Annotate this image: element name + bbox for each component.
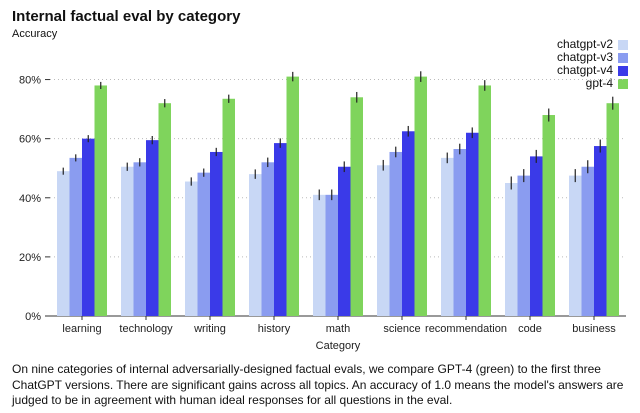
x-tick-label: science (383, 323, 420, 335)
x-tick-label: technology (119, 323, 173, 335)
bar-chatgpt-v3-technology (133, 162, 146, 316)
x-tick-label: history (258, 323, 291, 335)
legend-item-chatgpt-v2: chatgpt-v2 (557, 38, 628, 51)
bar-chatgpt-v3-history (261, 162, 274, 316)
bar-gpt-4-business (606, 103, 619, 316)
x-tick-label: recommendation (425, 323, 507, 335)
y-tick-label: 0% (25, 311, 41, 323)
bar-chatgpt-v4-learning (82, 138, 95, 316)
bar-chatgpt-v4-recommendation (466, 132, 479, 316)
bar-chatgpt-v2-science (377, 165, 390, 316)
bar-chatgpt-v4-technology (146, 140, 159, 316)
bar-chatgpt-v3-learning (69, 157, 82, 316)
bar-chatgpt-v3-business (581, 166, 594, 316)
figure-caption: On nine categories of internal adversari… (12, 362, 624, 407)
bar-gpt-4-recommendation (478, 85, 491, 316)
bar-gpt-4-code (542, 115, 555, 317)
x-axis-label: Category (316, 340, 361, 352)
bar-chatgpt-v2-learning (57, 171, 70, 316)
bar-chatgpt-v3-recommendation (453, 149, 466, 316)
legend-swatch (618, 65, 628, 76)
bar-gpt-4-technology (158, 103, 171, 316)
bar-chatgpt-v4-science (402, 131, 415, 316)
y-tick-label: 40% (19, 193, 41, 205)
legend-item-chatgpt-v4: chatgpt-v4 (557, 64, 628, 77)
legend-swatch (618, 78, 628, 89)
legend-swatch (618, 39, 628, 50)
bar-chatgpt-v3-writing (197, 172, 210, 316)
bar-gpt-4-history (286, 76, 299, 316)
bar-chatgpt-v2-recommendation (441, 157, 454, 316)
bar-chatgpt-v3-science (389, 151, 402, 316)
x-tick-label: business (572, 323, 616, 335)
y-axis-label: Accuracy (12, 28, 58, 40)
bar-gpt-4-writing (222, 98, 235, 317)
x-tick-label: code (518, 323, 542, 335)
bar-gpt-4-math (350, 97, 363, 317)
legend-swatch (618, 52, 628, 63)
x-tick-label: math (326, 323, 350, 335)
bar-chatgpt-v4-writing (210, 151, 223, 316)
bar-gpt-4-science (414, 76, 427, 316)
legend-label: chatgpt-v4 (556, 63, 613, 77)
bar-chatgpt-v3-code (517, 175, 530, 316)
bar-chatgpt-v2-math (313, 194, 326, 316)
y-tick-label: 60% (19, 134, 41, 146)
bar-gpt-4-learning (94, 85, 107, 316)
x-tick-label: learning (62, 323, 101, 335)
bar-chatgpt-v4-math (338, 166, 351, 316)
legend-item-chatgpt-v3: chatgpt-v3 (557, 51, 628, 64)
bar-chatgpt-v4-business (594, 146, 607, 316)
bar-chatgpt-v3-math (325, 194, 338, 316)
bar-chatgpt-v4-history (274, 143, 287, 316)
legend-label: chatgpt-v2 (556, 37, 613, 51)
bar-chatgpt-v2-business (569, 175, 582, 316)
x-tick-label: writing (193, 323, 226, 335)
bar-chatgpt-v4-code (530, 156, 543, 316)
bar-chatgpt-v2-writing (185, 181, 198, 316)
bar-chatgpt-v2-technology (121, 166, 134, 316)
y-tick-label: 20% (19, 252, 41, 264)
bar-chatgpt-v2-history (249, 174, 262, 316)
y-tick-label: 80% (19, 75, 41, 87)
legend-label: chatgpt-v3 (556, 50, 613, 64)
chart-title: Internal factual eval by category (12, 8, 241, 25)
bar-chatgpt-v2-code (505, 183, 518, 316)
bar-chart: 0% 20% 40% 60% 80% learning technology writing h… (19, 71, 626, 352)
